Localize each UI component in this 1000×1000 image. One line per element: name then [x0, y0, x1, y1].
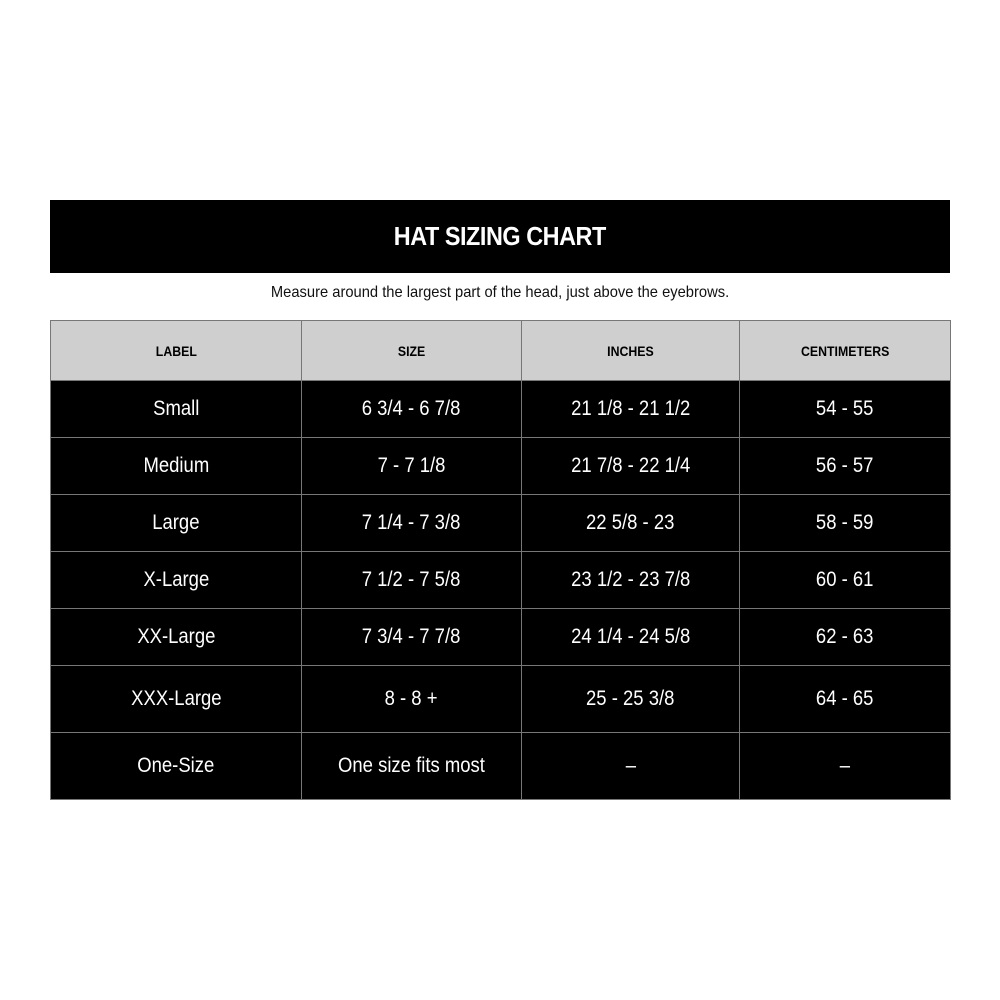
cell-text: Small	[152, 397, 200, 420]
cell-label: Small	[50, 380, 302, 438]
header-text: LABEL	[155, 342, 197, 359]
header-size: SIZE	[301, 320, 522, 381]
cell-text: XX-Large	[136, 625, 216, 648]
cell-text: 7 - 7 1/8	[377, 454, 446, 477]
cell-centimeters: 62 - 63	[739, 608, 951, 666]
cell-text: One size fits most	[338, 754, 485, 777]
header-row: LABEL SIZE INCHES CENTIMETERS	[50, 320, 951, 381]
cell-text: –	[839, 754, 851, 777]
cell-inches: –	[521, 732, 740, 800]
cell-text: 21 7/8 - 22 1/4	[570, 454, 691, 477]
cell-text: 62 - 63	[816, 625, 874, 648]
cell-text: 7 3/4 - 7 7/8	[362, 625, 461, 648]
cell-size: 8 - 8 +	[301, 665, 522, 733]
cell-centimeters: 56 - 57	[739, 437, 951, 495]
cell-text: 60 - 61	[816, 568, 874, 591]
cell-centimeters: –	[739, 732, 951, 800]
table-row: XX-Large 7 3/4 - 7 7/8 24 1/4 - 24 5/8 62 -…	[50, 608, 951, 666]
title-bar: HAT SIZING CHART	[50, 200, 950, 273]
cell-inches: 24 1/4 - 24 5/8	[521, 608, 740, 666]
cell-centimeters: 54 - 55	[739, 380, 951, 438]
cell-label: X-Large	[50, 551, 302, 609]
table-row: One-Size One size fits most – –	[50, 732, 951, 800]
table-row: Large 7 1/4 - 7 3/8 22 5/8 - 23 58 - 59	[50, 494, 951, 552]
cell-inches: 21 1/8 - 21 1/2	[521, 380, 740, 438]
cell-text: 56 - 57	[816, 454, 874, 477]
cell-text: 64 - 65	[816, 687, 874, 710]
cell-text: Large	[152, 511, 200, 534]
cell-text: X-Large	[143, 568, 209, 591]
cell-centimeters: 64 - 65	[739, 665, 951, 733]
cell-label: Medium	[50, 437, 302, 495]
cell-centimeters: 58 - 59	[739, 494, 951, 552]
cell-label: XX-Large	[50, 608, 302, 666]
cell-text: 21 1/8 - 21 1/2	[570, 397, 691, 420]
cell-text: XXX-Large	[130, 687, 222, 710]
cell-text: 6 3/4 - 6 7/8	[362, 397, 461, 420]
header-text: SIZE	[397, 342, 426, 359]
cell-text: 58 - 59	[816, 511, 874, 534]
cell-text: 54 - 55	[816, 397, 874, 420]
page-title: HAT SIZING CHART	[393, 221, 607, 251]
cell-inches: 21 7/8 - 22 1/4	[521, 437, 740, 495]
cell-text: –	[625, 754, 636, 777]
cell-inches: 23 1/2 - 23 7/8	[521, 551, 740, 609]
cell-text: 22 5/8 - 23	[586, 511, 675, 534]
cell-size: 7 1/2 - 7 5/8	[301, 551, 522, 609]
cell-text: 23 1/2 - 23 7/8	[570, 568, 691, 591]
table-row: Small 6 3/4 - 6 7/8 21 1/8 - 21 1/2 54 - 55	[50, 380, 951, 438]
header-centimeters: CENTIMETERS	[739, 320, 951, 381]
header-text: CENTIMETERS	[800, 342, 890, 359]
cell-size: 7 3/4 - 7 7/8	[301, 608, 522, 666]
cell-inches: 25 - 25 3/8	[521, 665, 740, 733]
subtitle: Measure around the largest part of the h…	[0, 284, 1000, 302]
cell-label: One-Size	[50, 732, 302, 800]
cell-size: 7 - 7 1/8	[301, 437, 522, 495]
cell-label: Large	[50, 494, 302, 552]
subtitle-text: Measure around the largest part of the h…	[270, 284, 730, 301]
cell-text: 7 1/2 - 7 5/8	[362, 568, 461, 591]
cell-text: 24 1/4 - 24 5/8	[570, 625, 691, 648]
header-label: LABEL	[50, 320, 302, 381]
header-inches: INCHES	[521, 320, 740, 381]
size-table: LABEL SIZE INCHES CENTIMETERS Small 6 3/4…	[50, 320, 951, 800]
cell-inches: 22 5/8 - 23	[521, 494, 740, 552]
cell-text: 25 - 25 3/8	[586, 687, 675, 710]
cell-size: 7 1/4 - 7 3/8	[301, 494, 522, 552]
cell-text: 7 1/4 - 7 3/8	[362, 511, 461, 534]
table-row: XXX-Large 8 - 8 + 25 - 25 3/8 64 - 65	[50, 665, 951, 733]
cell-text: 8 - 8 +	[385, 687, 438, 710]
cell-size: 6 3/4 - 6 7/8	[301, 380, 522, 438]
header-text: INCHES	[607, 342, 654, 359]
cell-size: One size fits most	[301, 732, 522, 800]
cell-label: XXX-Large	[50, 665, 302, 733]
table-row: Medium 7 - 7 1/8 21 7/8 - 22 1/4 56 - 57	[50, 437, 951, 495]
cell-text: Medium	[143, 454, 209, 477]
table-row: X-Large 7 1/2 - 7 5/8 23 1/2 - 23 7/8 60 - …	[50, 551, 951, 609]
cell-centimeters: 60 - 61	[739, 551, 951, 609]
cell-text: One-Size	[137, 754, 215, 777]
